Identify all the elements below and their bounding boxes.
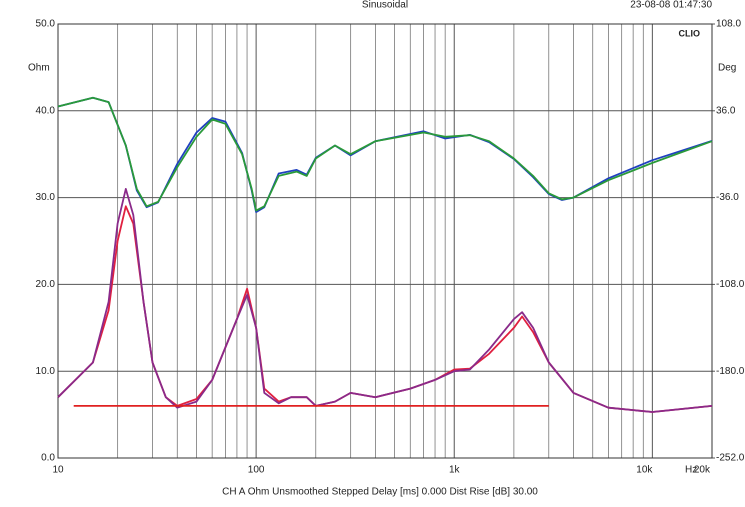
y2-axis-label: Deg	[718, 63, 736, 74]
y-tick-label: 20.0	[36, 279, 56, 290]
x-tick-label: 10	[52, 465, 64, 476]
y2-tick-label: 108.0	[716, 19, 741, 30]
y-tick-label: 50.0	[36, 19, 56, 30]
x-tick-label: 10k	[636, 465, 653, 476]
y2-tick-label: -36.0	[716, 192, 739, 203]
date: 23-08-08 01:47:30	[630, 0, 712, 11]
series-line	[57, 205, 713, 413]
y-tick-label: 30.0	[36, 192, 56, 203]
x-tick-label: 20k	[694, 465, 711, 476]
series-line	[57, 96, 713, 213]
chart-title: Sinusoidal	[362, 0, 408, 11]
plot-frame	[57, 23, 713, 459]
footer: CH A Ohm Unsmoothed Stepped Delay [ms] 0…	[222, 487, 538, 498]
x-tick-label: 1k	[449, 465, 461, 476]
y-tick-label: 0.0	[41, 453, 55, 464]
y2-tick-label: -180.0	[716, 366, 745, 377]
logo: CLIO	[679, 28, 701, 38]
y2-tick-label: -252.0	[716, 453, 745, 464]
y-tick-label: 10.0	[36, 366, 56, 377]
y2-tick-label: -108.0	[716, 279, 745, 290]
x-tick-label: 100	[248, 465, 265, 476]
y-axis-label: Ohm	[28, 63, 50, 74]
series-line	[57, 188, 713, 413]
y-tick-label: 40.0	[36, 105, 56, 116]
y2-tick-label: 36.0	[716, 105, 736, 116]
series-line	[57, 96, 713, 212]
x-axis-label: Hz	[685, 465, 697, 476]
